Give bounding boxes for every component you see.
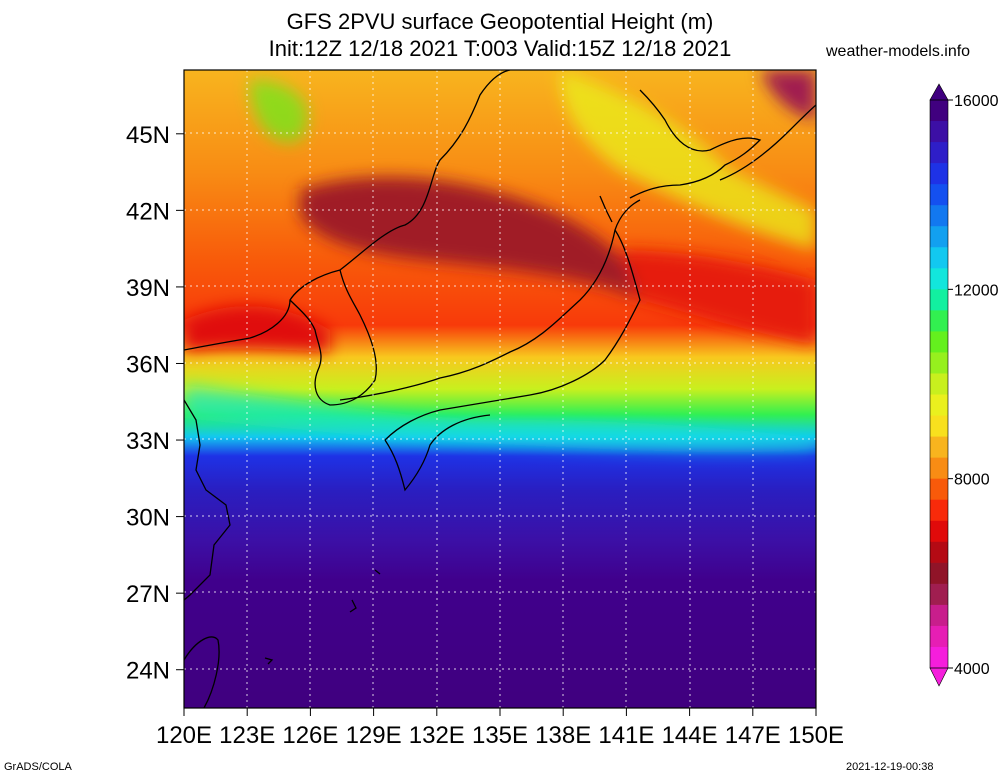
colorbar-swatch (930, 226, 948, 248)
colorbar-swatch (930, 121, 948, 143)
lat-label: 33N (126, 428, 170, 455)
colorbar-swatch (930, 352, 948, 374)
lat-label: 45N (126, 122, 170, 149)
lon-label: 126E (282, 722, 338, 749)
colorbar-swatch (930, 583, 948, 606)
lat-label: 42N (126, 198, 170, 225)
colorbar-swatch (930, 142, 948, 164)
colorbar-swatch (930, 331, 948, 353)
colorbar-label: 12000 (954, 282, 999, 299)
colorbar-swatch (930, 268, 948, 290)
lon-label: 141E (598, 722, 654, 749)
lon-label: 147E (725, 722, 781, 749)
colorbar-label: 16000 (954, 93, 999, 110)
lon-label: 138E (535, 722, 591, 749)
colorbar-swatch (930, 604, 948, 627)
colorbar-swatch (930, 625, 948, 648)
lon-label: 135E (472, 722, 528, 749)
colorbar-swatch (930, 415, 948, 438)
colorbar-bottom-arrow (929, 667, 949, 687)
geopotential-field (184, 70, 816, 708)
lon-label: 120E (156, 722, 212, 749)
colorbar-swatch (930, 541, 948, 564)
lat-label: 24N (126, 658, 170, 685)
colorbar-label: 4000 (954, 661, 990, 678)
site-credit: weather-models.info (826, 43, 971, 60)
lat-label: 27N (126, 581, 170, 608)
colorbar-swatch (930, 457, 948, 480)
lon-label: 129E (346, 722, 402, 749)
lon-label: 123E (219, 722, 275, 749)
colorbar-swatch (930, 436, 948, 459)
colorbar-swatch (930, 310, 948, 332)
footer-timestamp: 2021-12-19-00:38 (846, 761, 934, 773)
colorbar-swatch (930, 247, 948, 269)
colorbar-swatch (930, 100, 948, 122)
colorbar-swatch (930, 163, 948, 185)
colorbar-swatch (930, 520, 948, 543)
colorbar-swatch (930, 184, 948, 206)
map-title-line1: GFS 2PVU surface Geopotential Height (m) (286, 9, 714, 34)
lon-label: 132E (409, 722, 465, 749)
colorbar-swatch (930, 478, 948, 501)
colorbar-swatch (930, 499, 948, 522)
gridlines (184, 70, 816, 708)
colorbar-swatch (930, 373, 948, 396)
map-title-line2: Init:12Z 12/18 2021 T:003 Valid:15Z 12/1… (268, 36, 732, 61)
colorbar-swatch (930, 646, 948, 669)
colorbar-swatch (930, 289, 948, 311)
lat-label: 30N (126, 505, 170, 532)
colorbar-swatch (930, 205, 948, 227)
axis-ticks: 120E 123E 126E 129E 132E 135E 138E 141E 144E 147E… (126, 122, 844, 749)
footer-software: GrADS/COLA (4, 761, 72, 773)
colorbar-swatch (930, 562, 948, 585)
lon-label: 144E (662, 722, 718, 749)
colorbar-label: 8000 (954, 472, 990, 489)
colorbar-frame (929, 99, 949, 669)
colorbar-top-arrow (929, 83, 949, 101)
lat-label: 39N (126, 275, 170, 302)
colorbar-swatch (930, 394, 948, 417)
lat-label: 36N (126, 351, 170, 378)
lon-label: 150E (788, 722, 844, 749)
colorbar: 16000 12000 8000 4000 (929, 83, 999, 687)
coastlines (184, 70, 816, 708)
